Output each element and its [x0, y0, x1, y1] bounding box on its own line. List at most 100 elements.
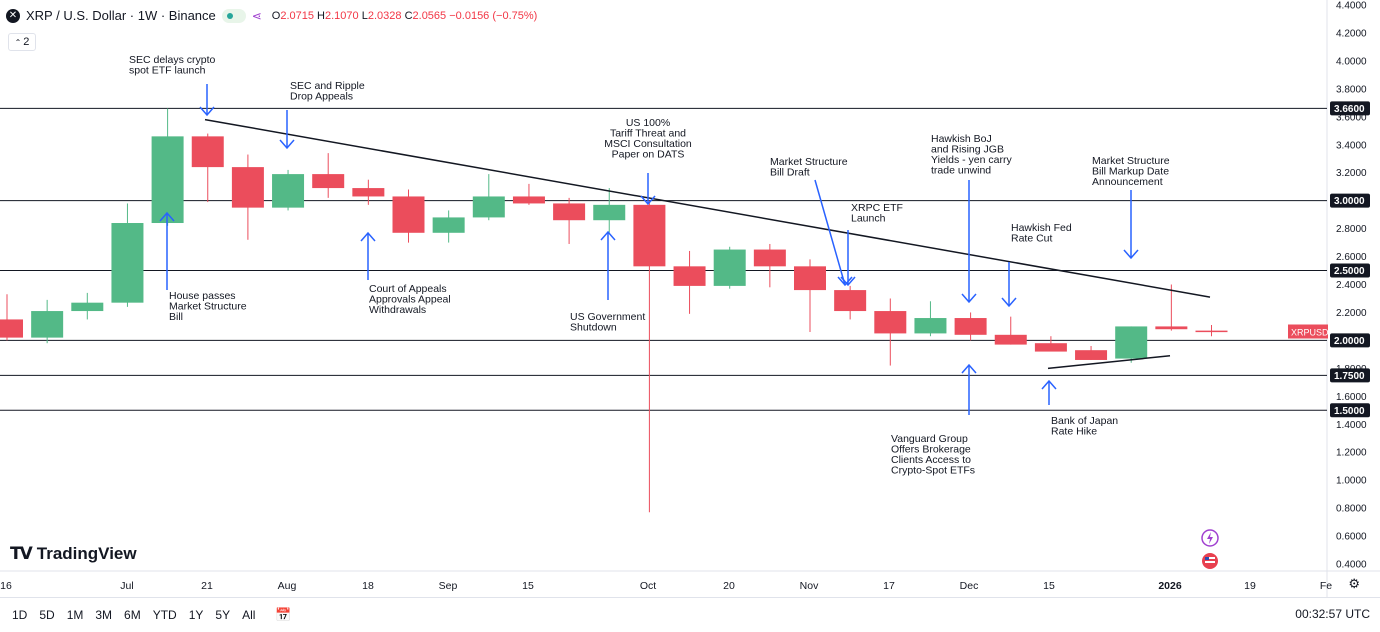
candle-body[interactable] — [392, 196, 425, 233]
candle-body[interactable] — [352, 188, 385, 197]
x-tick-label: Nov — [800, 580, 819, 592]
price-level-label: 3.6600 — [1334, 104, 1365, 115]
timeframe-1d[interactable]: 1D — [12, 608, 28, 622]
price-level-badge — [1330, 101, 1370, 116]
candle-body[interactable] — [1034, 343, 1067, 352]
annotation-text: Market Structure — [169, 301, 247, 313]
candle-body[interactable] — [834, 290, 867, 312]
tradingview-mark-icon: 𝗧𝗩 — [10, 544, 33, 563]
annotation-text: Bank of Japan — [1051, 415, 1118, 427]
calendar-icon[interactable]: 📅 — [275, 607, 292, 622]
annotation-text: Bill Markup Date — [1092, 166, 1169, 178]
x-tick-label: Jul — [120, 580, 133, 592]
annotation-text: spot ETF launch — [129, 65, 206, 77]
candle-body[interactable] — [111, 223, 144, 303]
candle-body[interactable] — [71, 302, 104, 312]
bottom-toolbar: 1D 5D 1M 3M 6M YTD 1Y 5Y All 📅 00:32:57 UTC — [0, 597, 1380, 632]
x-tick-label: 2026 — [1158, 580, 1182, 592]
share-icon[interactable]: ⋖ — [251, 8, 262, 23]
x-tick-label: 17 — [883, 580, 895, 592]
annotation-text: Yields - yen carry — [931, 154, 1012, 166]
indicators-toggle[interactable]: ⌃ 2 — [8, 33, 36, 51]
candle-body[interactable] — [794, 266, 826, 291]
candle-body[interactable] — [753, 249, 786, 267]
y-tick-label: 3.4000 — [1336, 140, 1367, 151]
candle-body[interactable] — [593, 204, 626, 221]
arrow-head-icon — [1041, 379, 1057, 390]
candle-body[interactable] — [512, 196, 545, 204]
tradingview-logo[interactable]: 𝗧𝗩 TradingView — [10, 544, 137, 564]
price-level-badge — [1330, 403, 1370, 418]
annotation-text: Bill — [169, 311, 183, 323]
utc-clock[interactable]: 00:32:57 UTC — [1295, 607, 1370, 621]
uptrend-line[interactable] — [1047, 355, 1171, 370]
timeframe-1m[interactable]: 1M — [66, 608, 84, 622]
y-tick-label: 3.2000 — [1336, 168, 1367, 179]
candle-body[interactable] — [1115, 326, 1148, 359]
annotation-text: Drop Appeals — [290, 91, 353, 103]
candle-body[interactable] — [713, 249, 746, 286]
timeframe-5y[interactable]: 5Y — [215, 608, 231, 622]
annotation-text: Paper on DATS — [612, 149, 685, 161]
chart-canvas[interactable]: 4.4000 4.2000 4.0000 3.8000 3.6000 3.4000 3.20… — [0, 0, 1380, 597]
candle-body[interactable] — [272, 174, 305, 208]
annotation-text: Vanguard Group — [891, 433, 968, 445]
price-chart[interactable]: 4.4000 4.2000 4.0000 3.8000 3.6000 3.4000 3.20… — [0, 0, 1380, 597]
candle-body[interactable] — [994, 334, 1027, 345]
y-tick-label: 1.2000 — [1336, 448, 1367, 459]
open-value: 2.0715 — [280, 9, 314, 22]
candle-body[interactable] — [673, 266, 706, 286]
annotation-text: Tariff Threat and — [610, 128, 686, 140]
y-tick-label: 2.6000 — [1336, 252, 1367, 263]
y-tick-label: 4.2000 — [1336, 28, 1367, 39]
downtrend-line[interactable] — [204, 118, 1211, 298]
x-tick-label: 15 — [1043, 580, 1055, 592]
timeframe-5d[interactable]: 5D — [39, 608, 55, 622]
timeframe-1y[interactable]: 1Y — [188, 608, 204, 622]
annotation-text: Launch — [851, 213, 886, 225]
timeframe-6m[interactable]: 6M — [124, 608, 141, 622]
candle-body[interactable] — [312, 174, 345, 189]
y-tick-label: 3.8000 — [1336, 84, 1367, 95]
market-status-icon[interactable] — [221, 8, 246, 23]
flag-icon[interactable] — [1202, 553, 1218, 569]
candle-body[interactable] — [231, 167, 264, 208]
annotation-text: Crypto-Spot ETFs — [891, 465, 975, 477]
annotation-text: Rate Hike — [1051, 426, 1097, 438]
candle-body[interactable] — [874, 311, 907, 334]
candle-body[interactable] — [1075, 350, 1108, 360]
candle-body[interactable] — [0, 319, 23, 338]
symbol-title[interactable]: XRP / U.S. Dollar · 1W · Binance — [26, 8, 216, 23]
annotation-text: Market Structure — [1092, 155, 1170, 167]
candle-body[interactable] — [191, 136, 224, 168]
gear-icon[interactable]: ⚙ — [1348, 576, 1360, 591]
annotation-text: MSCI Consultation — [604, 138, 692, 150]
annotation-text: Clients Access to — [891, 454, 971, 466]
price-level-label: 1.7500 — [1334, 371, 1365, 382]
candle-body[interactable] — [472, 196, 505, 218]
candle-body[interactable] — [553, 203, 586, 221]
candle-body[interactable] — [151, 136, 184, 224]
timeframe-ytd[interactable]: YTD — [152, 608, 177, 622]
annotation-text: Bill Draft — [770, 167, 810, 179]
arrow-head-icon — [961, 363, 977, 374]
price-level-badge — [1330, 333, 1370, 348]
arrow-head-icon — [1123, 249, 1139, 260]
x-tick-label: 16 — [0, 580, 12, 592]
candle-body[interactable] — [432, 217, 465, 233]
arrow-head-icon — [837, 276, 853, 287]
lightning-icon[interactable] — [1201, 529, 1219, 547]
y-tick-label: 2.4000 — [1336, 280, 1367, 291]
annotation-text: and Rising JGB — [931, 144, 1004, 156]
candle-body[interactable] — [1195, 330, 1228, 333]
candle-body[interactable] — [633, 204, 666, 267]
annotation-text: US 100% — [626, 117, 670, 129]
x-tick-label: 20 — [723, 580, 735, 592]
timeframe-3m[interactable]: 3M — [95, 608, 113, 622]
timeframe-all[interactable]: All — [242, 608, 256, 622]
candle-body[interactable] — [1155, 326, 1188, 330]
x-tick-label: Oct — [640, 580, 656, 592]
candle-body[interactable] — [31, 311, 64, 338]
candle-body[interactable] — [954, 318, 987, 335]
candle-body[interactable] — [914, 318, 947, 334]
